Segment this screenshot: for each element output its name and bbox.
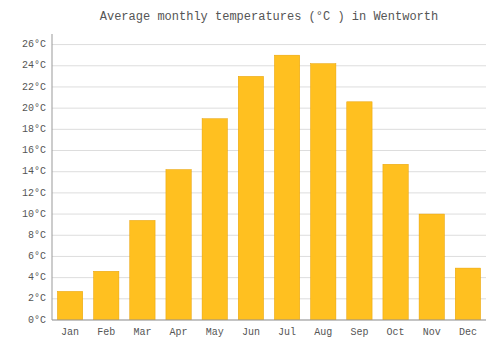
grid-line xyxy=(52,86,486,87)
grid-line xyxy=(52,108,486,109)
y-tick-label: 24°C xyxy=(22,60,46,71)
bar xyxy=(347,102,372,320)
grid-line xyxy=(52,171,486,172)
x-tick-label: Jan xyxy=(61,327,79,338)
y-tick-label: 10°C xyxy=(22,209,46,220)
y-axis: 0°C 2°C 4°C 6°C 8°C 10°C 12°C 14°C 16°C 18°C 20°C 2… xyxy=(22,39,46,325)
x-tick-label: Jun xyxy=(242,327,260,338)
bar xyxy=(166,170,191,320)
bar xyxy=(202,119,227,320)
grid xyxy=(52,45,486,320)
y-tick-label: 26°C xyxy=(22,39,46,50)
y-tick-label: 16°C xyxy=(22,145,46,156)
y-tick-label: 8°C xyxy=(28,230,46,241)
y-tick-label: 14°C xyxy=(22,166,46,177)
bar xyxy=(130,220,155,320)
y-tick-label: 22°C xyxy=(22,82,46,93)
x-tick-label: Dec xyxy=(459,327,477,338)
y-axis-line xyxy=(52,34,53,320)
bar xyxy=(419,214,444,320)
title: Average monthly temperatures (°C ) in We… xyxy=(100,10,438,24)
y-tick-label: 12°C xyxy=(22,188,46,199)
x-tick-label: Mar xyxy=(133,327,151,338)
bar xyxy=(238,76,263,320)
bar xyxy=(94,271,119,320)
bars xyxy=(57,55,480,320)
grid-line xyxy=(52,65,486,66)
chart: 0°C 2°C 4°C 6°C 8°C 10°C 12°C 14°C 16°C 18°C 20°C 2… xyxy=(0,0,500,350)
y-tick-label: 2°C xyxy=(28,293,46,304)
x-tick-label: Apr xyxy=(170,327,188,338)
bar xyxy=(274,55,299,320)
x-tick-label: Nov xyxy=(423,327,441,338)
bar xyxy=(383,164,408,320)
bar xyxy=(455,268,480,320)
bar xyxy=(311,64,336,320)
x-tick-label: Sep xyxy=(350,327,368,338)
y-tick-label: 6°C xyxy=(28,251,46,262)
grid-line xyxy=(52,44,486,45)
grid-line xyxy=(52,192,486,193)
grid-line xyxy=(52,320,486,321)
x-tick-label: Feb xyxy=(97,327,115,338)
x-tick-label: Oct xyxy=(387,327,405,338)
x-tick-label: May xyxy=(206,327,224,338)
y-tick-label: 18°C xyxy=(22,124,46,135)
x-tick-label: Aug xyxy=(314,327,332,338)
x-tick-label: Jul xyxy=(278,327,296,338)
y-tick-label: 0°C xyxy=(28,315,46,326)
y-tick-label: 20°C xyxy=(22,103,46,114)
x-axis-line xyxy=(52,320,486,321)
bar xyxy=(57,291,82,320)
grid-line xyxy=(52,150,486,151)
y-tick-label: 4°C xyxy=(28,272,46,283)
x-axis: Jan Feb Mar Apr May Jun Jul Aug Sep Oct Nov Dec xyxy=(61,327,477,338)
chart-container: 0°C 2°C 4°C 6°C 8°C 10°C 12°C 14°C 16°C 18°C 20°C 2… xyxy=(0,0,500,350)
grid-line xyxy=(52,129,486,130)
